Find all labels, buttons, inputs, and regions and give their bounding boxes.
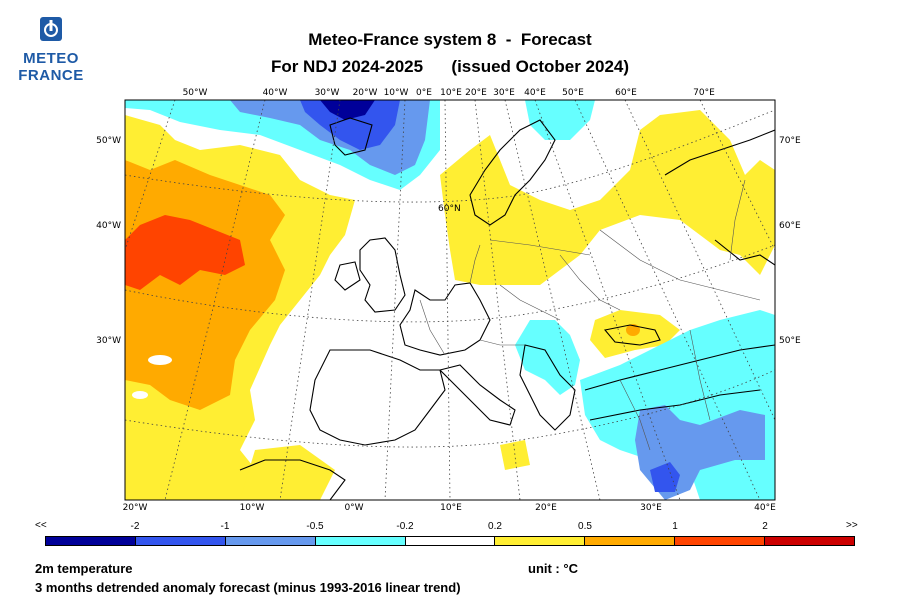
variable-name: 2m temperature	[35, 561, 133, 576]
top-labels-9: 40°E	[524, 88, 546, 98]
legend-swatch-4	[405, 537, 496, 545]
top-longitude-labels: 50°W 40°W 30°W 20°W 10°W 0°E 10°E 20°E 30°E 40°E 5…	[183, 88, 716, 98]
legend-swatch-5	[495, 537, 586, 545]
legend-tick-6: 1	[672, 521, 678, 532]
left-longitude-labels: 50°W 40°W 30°W	[96, 136, 121, 346]
legend-swatch-8	[765, 537, 855, 545]
warm-anomaly-portugal	[240, 445, 335, 500]
meteo-france-logo: METEO FRANCE	[18, 16, 84, 86]
unit-label: unit : °C	[528, 561, 578, 576]
top-labels-11: 60°E	[615, 88, 637, 98]
bottom-labels-2: 0°W	[344, 503, 363, 513]
graticule	[125, 100, 775, 500]
legend-upper-end: >>	[846, 520, 858, 531]
left-labels-1: 40°W	[96, 221, 121, 231]
legend-swatch-3	[315, 537, 406, 545]
right-labels-1: 60°E	[779, 221, 801, 231]
top-labels-6: 10°E	[440, 88, 462, 98]
cold-anomaly-barents	[525, 100, 595, 140]
bottom-longitude-labels: 20°W 10°W 0°W 10°E 20°E 30°E 40°E	[123, 503, 777, 513]
deep-cold-core	[320, 100, 375, 120]
logo-line1: METEO	[23, 50, 79, 67]
cold-anomaly-east-edge	[735, 325, 775, 360]
legend-tick-4: 0.2	[488, 521, 502, 532]
map-title-line2: For NDJ 2024-2025 (issued October 2024)	[270, 57, 630, 76]
legend-tick-3: -0.2	[396, 521, 414, 532]
top-labels-10: 50°E	[562, 88, 584, 98]
bottom-labels-5: 30°E	[640, 503, 662, 513]
bottom-labels-4: 20°E	[535, 503, 557, 513]
right-longitude-labels: 70°E 60°E 50°E	[779, 136, 801, 346]
forecast-description: 3 months detrended anomaly forecast (min…	[35, 580, 461, 595]
coastlines	[239, 117, 775, 500]
legend-tick-0: -2	[130, 521, 140, 532]
latitude-label-60n: 60°N	[438, 204, 461, 214]
warm-anomaly-balkans-small	[500, 440, 530, 470]
top-labels-12: 70°E	[693, 88, 715, 98]
legend-swatch-7	[675, 537, 766, 545]
hotter-anomaly-core	[125, 215, 245, 290]
left-labels-2: 30°W	[96, 336, 121, 346]
country-borders	[419, 179, 761, 451]
meteo-france-emblem-icon	[40, 17, 62, 41]
legend-colorbar	[45, 536, 855, 546]
bottom-labels-6: 40°E	[754, 503, 776, 513]
right-labels-2: 50°E	[779, 336, 801, 346]
warm-anomaly-east-europe	[440, 110, 775, 285]
legend-swatch-0	[46, 537, 136, 545]
legend-tick-2: -0.5	[306, 521, 324, 532]
bottom-labels-0: 20°W	[123, 503, 148, 513]
top-labels-8: 30°E	[493, 88, 515, 98]
legend-tick-5: 0.5	[578, 521, 592, 532]
left-labels-0: 50°W	[96, 136, 121, 146]
top-labels-0: 50°W	[183, 88, 208, 98]
top-labels-5: 0°E	[416, 88, 432, 98]
top-labels-4: 10°W	[384, 88, 409, 98]
anomaly-fields	[125, 100, 775, 500]
coldest-anomaly-southeast	[650, 462, 680, 492]
right-labels-0: 70°E	[779, 136, 801, 146]
bottom-labels-1: 10°W	[240, 503, 265, 513]
map-title-line1: Meteo-France system 8 - Forecast	[308, 30, 592, 49]
legend-swatch-6	[585, 537, 676, 545]
bottom-labels-3: 10°E	[440, 503, 462, 513]
top-labels-1: 40°W	[263, 88, 288, 98]
legend-tick-7: 2	[762, 521, 768, 532]
map-frame	[124, 99, 776, 501]
top-labels-3: 20°W	[353, 88, 378, 98]
legend-tick-1: -1	[220, 521, 230, 532]
logo-line2: FRANCE	[18, 67, 84, 84]
cold-anomaly-southeast	[515, 320, 580, 395]
legend-swatch-1	[135, 537, 226, 545]
coldest-anomaly-north	[300, 100, 400, 150]
top-labels-2: 30°W	[315, 88, 340, 98]
legend-swatch-2	[225, 537, 316, 545]
top-labels-7: 20°E	[465, 88, 487, 98]
legend-lower-end: <<	[35, 520, 47, 531]
